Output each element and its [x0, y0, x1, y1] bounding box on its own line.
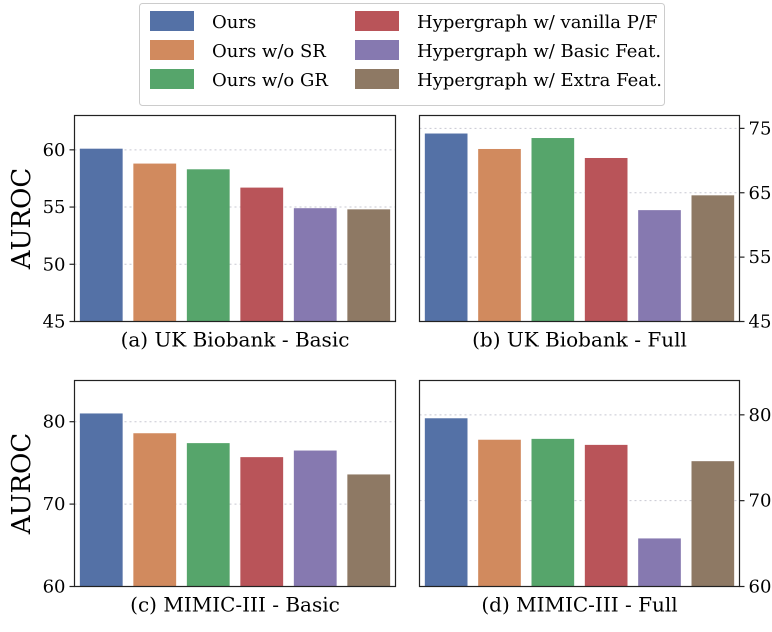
bar-hypergraph-w-extra-feat: [347, 209, 391, 322]
legend-swatch-hypergraph-w-basic-feat: [355, 40, 399, 60]
ytick-label: 60: [749, 577, 772, 598]
ytick-label: 60: [43, 577, 66, 598]
axes-frame: [418, 114, 741, 323]
panel-title: (c) MIMIC-III - Basic: [130, 593, 340, 617]
bar-hypergraph-w-basic-feat: [293, 208, 337, 322]
ytick-label: 45: [749, 312, 772, 333]
ytick-label: 45: [43, 312, 66, 333]
bar-ours-w-o-sr: [478, 148, 521, 322]
axes-frame: [73, 379, 397, 588]
bar-ours-w-o-gr: [531, 138, 575, 322]
ytick-label: 80: [749, 405, 772, 426]
ytick-label: 70: [43, 494, 66, 515]
legend-label-ours: Ours: [212, 12, 256, 33]
bar-ours-w-o-gr: [186, 443, 230, 587]
legend-swatch-ours-w-o-gr: [150, 69, 194, 89]
panel-a: 45 50 55 60 AUROC (a) UK Biobank - Basic: [7, 114, 397, 352]
bar-hypergraph-w-basic-feat: [638, 210, 681, 322]
bar-hypergraph-w-basic-feat: [638, 538, 681, 587]
panel-title: (b) UK Biobank - Full: [472, 328, 687, 352]
bar-ours-w-o-sr: [133, 163, 177, 322]
axes-frame: [418, 379, 741, 588]
axes-frame: [73, 114, 397, 323]
ytick-label: 50: [43, 254, 66, 275]
bar-ours-w-o-sr: [478, 439, 521, 587]
ytick-label: 75: [749, 118, 772, 139]
ytick-label: 65: [749, 183, 772, 204]
bar-hypergraph-w-vanilla-p-f: [240, 187, 284, 322]
bar-ours: [424, 133, 468, 322]
bar-ours-w-o-sr: [133, 433, 177, 587]
legend-label-ours-w-o-gr: Ours w/o GR: [212, 70, 328, 91]
legend-swatch-ours: [150, 11, 194, 31]
panel-d: 60 70 80 (d) MIMIC-III - Full: [418, 379, 772, 617]
ytick-label: 55: [43, 197, 66, 218]
legend-label-ours-w-o-sr: Ours w/o SR: [212, 41, 326, 62]
bar-hypergraph-w-vanilla-p-f: [584, 157, 628, 322]
panel-title: (a) UK Biobank - Basic: [121, 328, 350, 352]
bar-ours: [79, 148, 123, 322]
legend-swatch-hypergraph-w-vanilla-p-f: [355, 11, 399, 31]
ylabel: AUROC: [7, 433, 37, 535]
legend-label-hypergraph-w-vanilla-p-f: Hypergraph w/ vanilla P/F: [417, 12, 657, 33]
panel-b: 45 55 65 75 (b) UK Biobank - Full: [418, 114, 772, 352]
ytick-label: 55: [749, 247, 772, 268]
bar-hypergraph-w-extra-feat: [691, 461, 735, 587]
ytick-label: 80: [43, 412, 66, 433]
panels: 45 50 55 60 AUROC (a) UK Biobank - Basic 45 55 6…: [7, 114, 772, 617]
panel-title: (d) MIMIC-III - Full: [481, 593, 677, 617]
bar-hypergraph-w-vanilla-p-f: [240, 457, 284, 587]
bar-hypergraph-w-extra-feat: [347, 474, 391, 587]
bar-ours-w-o-gr: [186, 169, 230, 322]
ytick-label: 70: [749, 491, 772, 512]
panel-c: 60 70 80 AUROC (c) MIMIC-III - Basic: [7, 379, 397, 617]
legend-swatch-hypergraph-w-extra-feat: [355, 69, 399, 89]
ylabel: AUROC: [7, 168, 37, 270]
legend: Ours Ours w/o SR Ours w/o GR Hypergraph w/ …: [139, 3, 665, 106]
legend-box: [139, 3, 665, 106]
bar-ours: [424, 418, 468, 587]
legend-label-hypergraph-w-basic-feat: Hypergraph w/ Basic Feat.: [417, 41, 661, 62]
legend-label-hypergraph-w-extra-feat: Hypergraph w/ Extra Feat.: [417, 70, 662, 91]
bar-hypergraph-w-vanilla-p-f: [584, 444, 628, 587]
bar-ours: [79, 413, 123, 587]
legend-swatch-ours-w-o-sr: [150, 40, 194, 60]
bar-ours-w-o-gr: [531, 438, 575, 587]
ytick-label: 60: [43, 140, 66, 161]
bar-hypergraph-w-extra-feat: [691, 195, 735, 322]
bar-hypergraph-w-basic-feat: [293, 450, 337, 587]
